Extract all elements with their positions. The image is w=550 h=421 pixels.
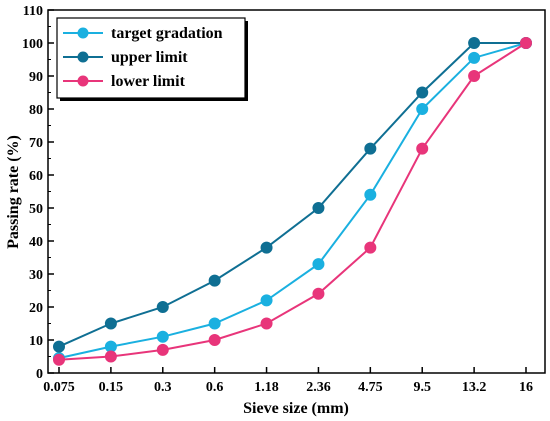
y-tick-label: 40	[29, 235, 43, 250]
x-tick-label: 16	[519, 380, 533, 395]
legend-label: target gradation	[111, 25, 223, 42]
data-point	[416, 103, 429, 115]
legend-label: upper limit	[111, 49, 188, 66]
data-point	[104, 317, 117, 330]
data-point	[416, 86, 429, 99]
series-lower-limit	[53, 37, 532, 366]
data-point	[468, 51, 481, 64]
series-line	[58, 42, 527, 361]
y-tick-label: 110	[23, 4, 43, 19]
data-point	[468, 37, 481, 49]
y-tick-label: 20	[29, 301, 43, 316]
data-point	[260, 241, 273, 254]
legend-box	[56, 17, 246, 99]
data-point	[312, 202, 325, 214]
x-tick-label: 1.18	[254, 380, 279, 395]
x-tick-label: 4.75	[358, 380, 383, 395]
data-point	[53, 353, 65, 366]
data-point	[416, 142, 429, 155]
data-point	[104, 340, 117, 353]
data-point	[156, 301, 169, 313]
data-point	[156, 343, 169, 356]
x-tick-label: 0.6	[206, 380, 224, 395]
y-tick-label: 100	[22, 37, 43, 52]
data-point	[364, 241, 377, 254]
y-tick-label: 60	[29, 169, 43, 184]
legend-label: lower limit	[111, 73, 186, 90]
data-point	[364, 142, 377, 155]
y-axis-title: Passing rate (%)	[5, 135, 22, 249]
data-point	[208, 334, 221, 346]
data-point	[312, 258, 325, 271]
legend-marker	[77, 27, 89, 39]
series-target-gradation	[53, 37, 532, 365]
data-point	[468, 70, 481, 82]
data-point	[208, 274, 221, 287]
y-tick-label: 0	[36, 367, 43, 382]
y-tick-label: 10	[29, 334, 43, 349]
x-tick-label: 0.075	[43, 380, 75, 395]
x-axis-title: Sieve size (mm)	[243, 400, 349, 417]
series-line	[58, 42, 526, 348]
y-tick-label: 80	[29, 103, 43, 118]
x-tick-label: 2.36	[306, 380, 331, 395]
y-tick-label: 30	[29, 268, 43, 283]
data-point	[156, 330, 169, 343]
data-point	[312, 287, 325, 300]
data-point	[104, 350, 117, 363]
series-layer	[53, 37, 532, 366]
data-point	[260, 317, 273, 330]
legend-marker	[77, 75, 89, 87]
y-tick-label: 70	[29, 136, 43, 151]
axes: 0 10 20 30 40 50 60 70 80 90 100 110 0.075 0.15 0.3 0.6…	[22, 4, 546, 395]
legend: target gradation upper limit lower limit	[56, 17, 248, 101]
series-line	[58, 42, 527, 360]
data-point	[208, 317, 221, 330]
data-point	[520, 37, 532, 49]
y-tick-label: 90	[29, 70, 43, 85]
x-tick-label: 13.2	[462, 380, 487, 395]
x-tick-label: 0.15	[99, 380, 124, 395]
y-tick-label: 50	[29, 202, 43, 217]
legend-marker	[77, 51, 89, 63]
data-point	[260, 294, 273, 307]
data-point	[53, 340, 65, 353]
x-tick-label: 0.3	[154, 380, 172, 395]
x-tick-label: 9.5	[413, 380, 431, 395]
data-point	[364, 188, 377, 201]
